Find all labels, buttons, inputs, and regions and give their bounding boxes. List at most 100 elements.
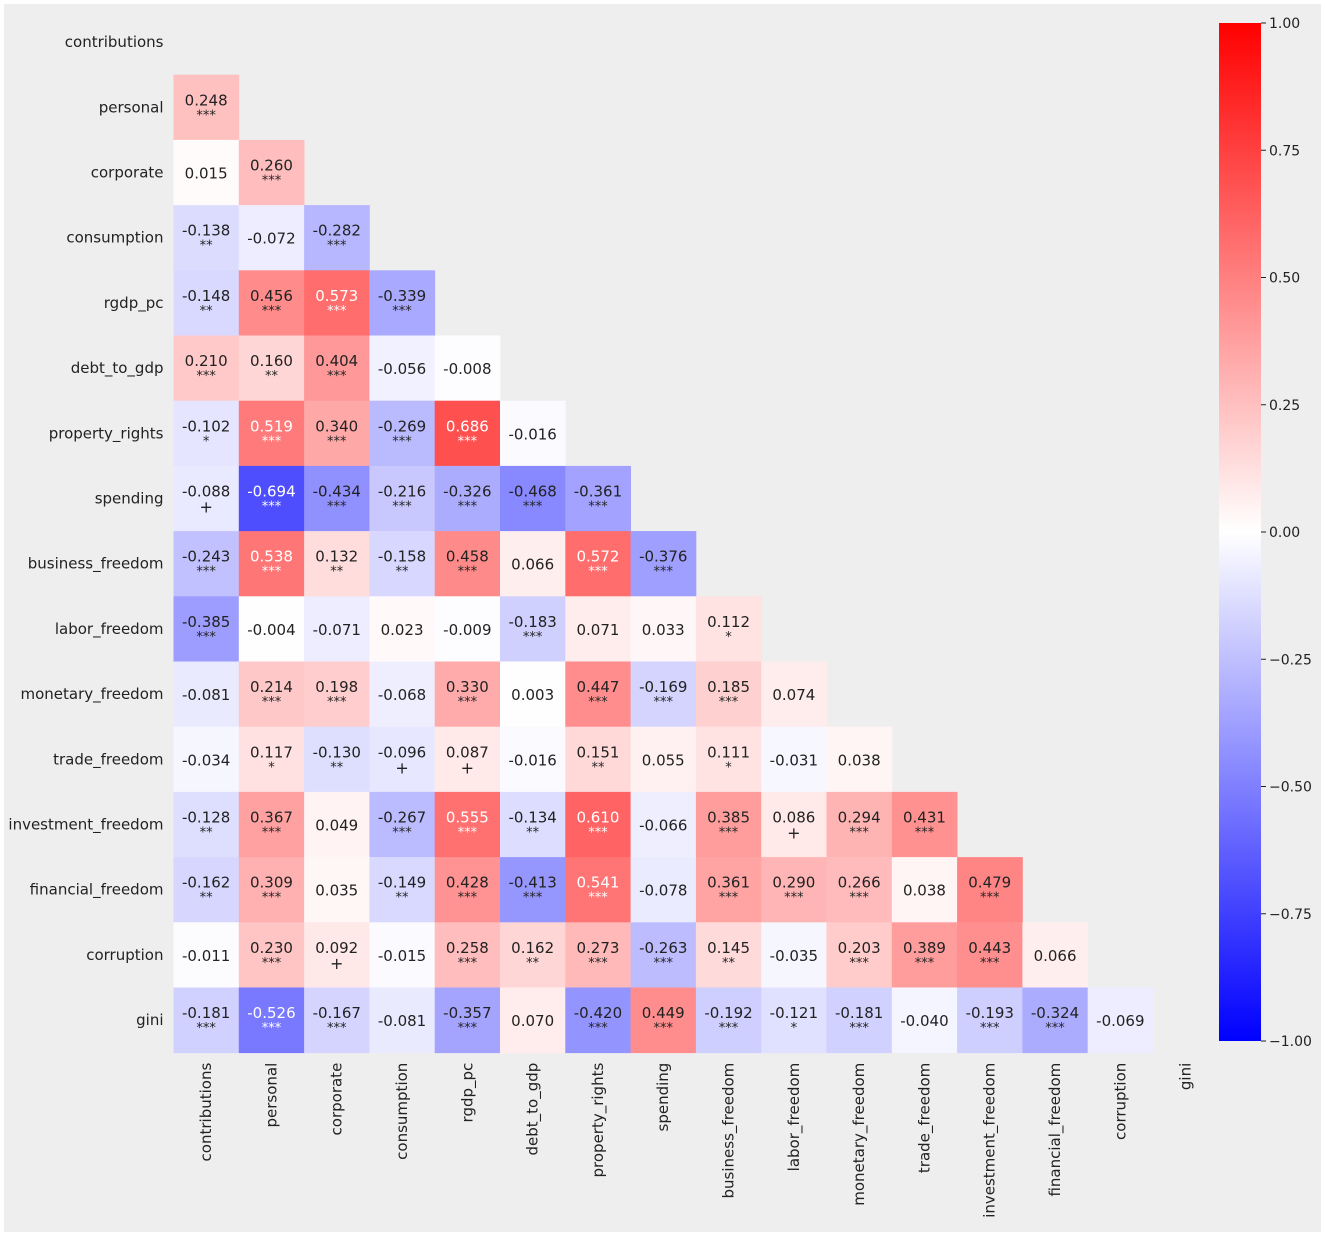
heatmap-cell: 0.230*** [238,922,305,988]
heatmap-cell: 0.431*** [891,791,958,858]
cell-value-label: -0.269 [378,417,426,435]
cell-rect [434,791,501,858]
cell-value-label: 0.087 [446,743,489,761]
colorbar-tick-label: −1.00 [1269,1034,1312,1050]
cell-significance-label: *** [784,891,804,906]
cell-value-label: 0.117 [250,743,293,761]
heatmap-cell: 0.572*** [565,531,631,597]
cell-significance-label: *** [458,956,478,971]
heatmap-cell: -0.193*** [957,987,1023,1054]
heatmap-cell: -0.149** [369,857,436,923]
cell-value-label: -0.169 [639,678,687,696]
heatmap-cell: 0.389*** [891,922,958,988]
heatmap-cell: -0.357*** [434,987,501,1054]
cell-value-label: 0.248 [185,91,228,109]
heatmap-cell: -0.181*** [173,987,240,1054]
cell-value-label: 0.038 [903,882,946,900]
heatmap-cell: -0.102* [173,400,240,467]
colorbar-tick: −1.00 [1261,1034,1312,1050]
cell-rect [238,205,305,271]
cell-value-label: 0.086 [772,809,815,827]
cell-significance-label: *** [327,239,347,254]
cell-value-label: -0.216 [378,483,426,501]
cell-significance-label: *** [523,500,543,515]
cell-value-label: 0.160 [250,352,293,370]
heatmap-cell: -0.267*** [369,791,436,858]
x-tick-label: spending [654,1063,672,1132]
cell-value-label: 0.428 [446,874,489,892]
colorbar-tick-label: 1.00 [1269,16,1300,32]
heatmap-cell: 0.185*** [695,661,762,728]
heatmap-cell: 0.086+ [761,791,827,858]
cell-rect [500,400,566,467]
heatmap-cell: -0.009 [434,596,501,662]
heatmap-cell: -0.066 [630,791,697,858]
heatmap-cell: -0.016 [500,726,566,793]
cell-significance-label: ** [526,826,540,841]
heatmap-cell: 0.456*** [238,270,305,336]
cell-rect [238,400,305,467]
cell-value-label: -0.008 [443,360,491,378]
cell-rect [369,922,436,988]
cell-rect [565,596,631,662]
cell-value-label: -0.243 [182,548,230,566]
cell-rect [434,596,501,662]
cell-rect [173,987,240,1054]
cell-value-label: -0.071 [313,621,361,639]
cell-rect [304,661,370,728]
cell-value-label: 0.538 [250,548,293,566]
x-tick-label: debt_to_gdp [524,1063,543,1156]
cell-value-label: 0.112 [707,613,750,631]
heatmap-cell: -0.216*** [369,465,436,532]
cell-rect [761,726,827,793]
cell-rect [173,205,240,271]
cell-value-label: -0.148 [182,287,230,305]
cell-rect [500,465,566,532]
x-tick-label: rgdp_pc [458,1063,477,1123]
heatmap-cell: 0.132** [304,531,370,597]
cell-rect [565,791,631,858]
cell-value-label: 0.162 [511,939,554,957]
cell-significance-label: *** [262,304,282,319]
heatmap-cell: -0.694*** [238,465,305,532]
heatmap-cell: -0.158** [369,531,436,597]
heatmap-cell: 0.049 [304,791,370,858]
heatmap-cell: 0.203*** [826,922,893,988]
cell-value-label: 0.203 [838,939,881,957]
cell-rect [891,987,958,1054]
cell-significance-label: *** [392,826,412,841]
cell-value-label: 0.266 [838,874,881,892]
cell-value-label: -0.263 [639,939,687,957]
cell-value-label: 0.049 [315,817,358,835]
cell-significance-label: + [461,758,474,777]
cell-value-label: -0.282 [313,222,361,240]
cell-significance-label: *** [327,369,347,384]
cell-value-label: 0.541 [576,874,619,892]
heatmap-cell: -0.069 [1087,987,1154,1054]
colorbar-ticks: 1.00 0.75 0.50 0.25 0.00 −0.25 −0.50 −0.75 −1.00 [1261,16,1312,1050]
cell-value-label: -0.167 [313,1004,361,1022]
x-tick-label: financial_freedom [1046,1063,1065,1197]
cell-rect [695,596,762,662]
cell-significance-label: *** [392,304,412,319]
heatmap-cell: -0.035 [761,922,827,988]
cell-rect [304,400,370,467]
cell-rect [500,791,566,858]
heatmap-cell: 0.294*** [826,791,893,858]
cell-rect [761,857,827,923]
heatmap-cell: -0.031 [761,726,827,793]
heatmap-cell: -0.526*** [238,987,305,1054]
cell-value-label: -0.385 [182,613,230,631]
cell-rect [434,465,501,532]
cell-value-label: -0.193 [966,1004,1014,1022]
cell-value-label: 0.258 [446,939,489,957]
cell-rect [630,922,697,988]
x-tick-label: property_rights [589,1063,608,1178]
colorbar-tick: −0.25 [1261,652,1312,668]
heatmap-cell: 0.404*** [304,335,370,402]
heatmap-cell: 0.038 [826,726,893,793]
cell-rect [434,335,501,402]
cell-value-label: -0.468 [508,483,556,501]
heatmap-cell: 0.055 [630,726,697,793]
cell-significance-label: *** [196,108,216,123]
